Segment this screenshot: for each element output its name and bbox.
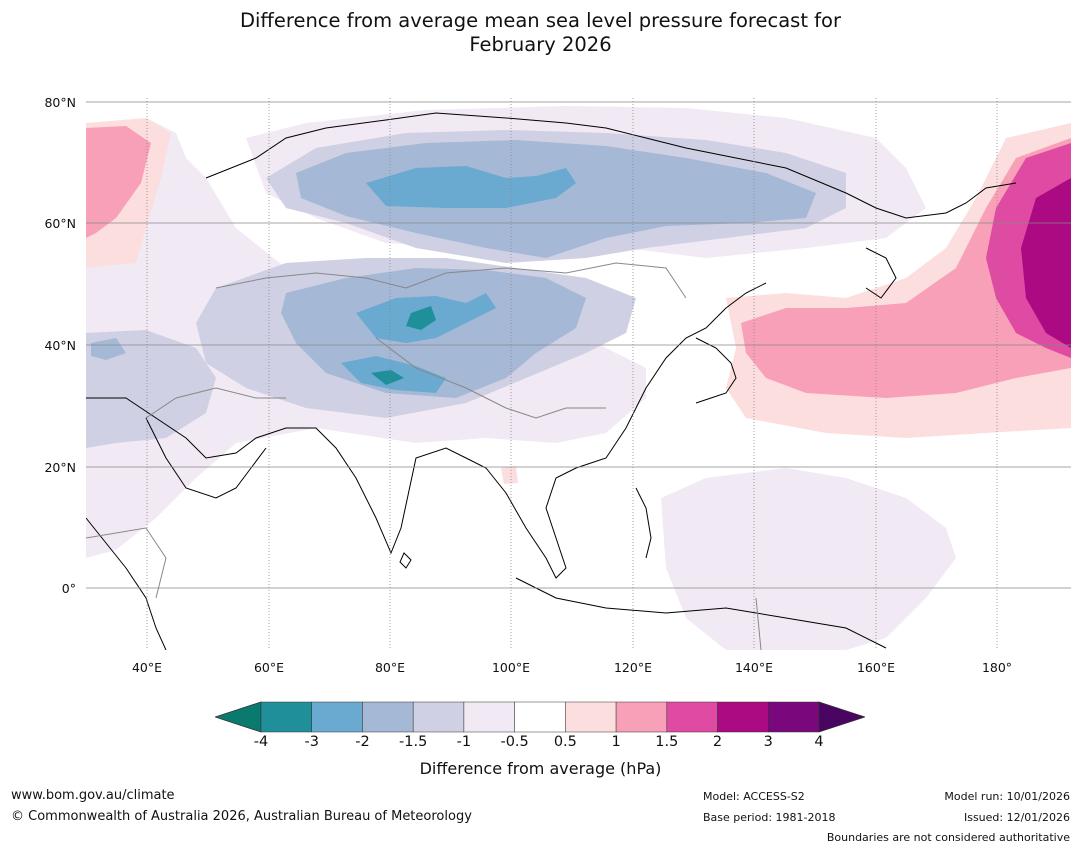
boundary-middle-east bbox=[145, 387, 286, 419]
graticule bbox=[86, 98, 1071, 650]
coastline-indonesia bbox=[515, 577, 887, 649]
colorbar-tick-label: 3 bbox=[763, 734, 773, 750]
colorbar-tick-label: -2 bbox=[355, 734, 370, 750]
lon-label-60e: 60°E bbox=[253, 660, 285, 675]
anomaly-region-minus-1-west bbox=[86, 330, 216, 448]
anomaly-region-plus-2-pacific bbox=[1021, 178, 1071, 348]
colorbar-tick-label: 0.5 bbox=[553, 734, 577, 750]
colorbar-segment bbox=[666, 701, 718, 733]
colorbar-segment bbox=[717, 701, 769, 733]
lat-label-40n: 40°N bbox=[44, 338, 76, 353]
colorbar-segment bbox=[362, 701, 414, 733]
colorbar-segment bbox=[260, 701, 312, 733]
lon-label-160e: 160°E bbox=[856, 660, 895, 675]
lon-label-40e: 40°E bbox=[131, 660, 163, 675]
colorbar-extend-high bbox=[818, 701, 865, 733]
anomaly-region-minus-2 bbox=[366, 166, 576, 208]
footer-copyright: © Commonwealth of Australia 2026, Austra… bbox=[11, 809, 472, 824]
lon-label-80e: 80°E bbox=[374, 660, 406, 675]
title-line-2: February 2026 bbox=[469, 33, 612, 56]
anomaly-region-plus-1-pacific bbox=[741, 138, 1071, 398]
lat-label-60n: 60°N bbox=[44, 216, 76, 231]
boundary-papua bbox=[755, 597, 762, 650]
lon-label-180: 180° bbox=[981, 660, 1013, 675]
lat-label-20n: 20°N bbox=[44, 460, 76, 475]
anomaly-region-plus-0.5-indochina bbox=[501, 466, 518, 484]
coastline-arctic bbox=[205, 112, 1017, 219]
colorbar-tick-label: -3 bbox=[304, 734, 319, 750]
lon-label-140e: 140°E bbox=[734, 660, 773, 675]
colorbar bbox=[215, 701, 865, 733]
colorbar-segment bbox=[412, 701, 465, 733]
colorbar-tick-label: 1 bbox=[611, 734, 621, 750]
colorbar-segment bbox=[514, 701, 566, 733]
colorbar-segment bbox=[768, 701, 820, 733]
colorbar-tick-label: -0.5 bbox=[500, 734, 529, 750]
colorbar-tick-label: -1 bbox=[456, 734, 472, 750]
footer-issued: Issued: 12/01/2026 bbox=[963, 811, 1070, 824]
colorbar-tick-label: 4 bbox=[814, 734, 824, 750]
coastline-japan bbox=[695, 337, 737, 404]
anomaly-region-minus-3-b bbox=[371, 370, 404, 385]
footer-base-period: Base period: 1981-2018 bbox=[703, 811, 836, 824]
colorbar-segment bbox=[615, 701, 668, 733]
boundary-africa bbox=[86, 527, 167, 599]
lat-label-0: 0° bbox=[61, 581, 76, 596]
colorbar-label: Difference from average (hPa) bbox=[419, 759, 662, 778]
coastline-philippines bbox=[635, 487, 652, 559]
lon-label-100e: 100°E bbox=[491, 660, 530, 675]
colorbar-tick-label: -1.5 bbox=[399, 734, 428, 750]
colorbar-tick-label: 1.5 bbox=[655, 734, 679, 750]
boundary-china-south bbox=[375, 337, 606, 419]
anomaly-region-light-negative-pacific bbox=[661, 468, 956, 650]
coastline-kamchatka bbox=[865, 247, 897, 299]
lon-label-120e: 120°E bbox=[613, 660, 652, 675]
anomaly-region-minus-1.5-west bbox=[91, 338, 126, 360]
coastline-sri-lanka bbox=[399, 552, 412, 569]
title-line-1: Difference from average mean sea level p… bbox=[240, 9, 841, 32]
footer-model-run: Model run: 10/01/2026 bbox=[944, 790, 1070, 803]
chart-title: Difference from average mean sea level p… bbox=[0, 9, 1081, 57]
coastline-arabia bbox=[145, 417, 267, 499]
boundary-kazakhstan bbox=[215, 272, 407, 289]
colorbar-segment bbox=[565, 701, 617, 733]
country-boundaries bbox=[86, 262, 762, 650]
colorbar-tick-label: -4 bbox=[253, 734, 269, 750]
coastlines bbox=[86, 112, 1017, 650]
coastline-eurasia-south bbox=[86, 282, 767, 579]
footer-model: Model: ACCESS-S2 bbox=[703, 790, 805, 803]
colorbar-segment bbox=[311, 701, 363, 733]
footer-url: www.bom.gov.au/climate bbox=[11, 788, 175, 803]
colorbar-tick-label: 2 bbox=[712, 734, 723, 750]
coastline-africa bbox=[86, 517, 167, 650]
meridians bbox=[146, 98, 998, 650]
boundary-china-north bbox=[405, 262, 687, 299]
anomaly-region-plus-1-nw bbox=[86, 126, 151, 238]
anomaly-region-minus-3 bbox=[406, 306, 436, 330]
colorbar-extend-low bbox=[215, 701, 262, 733]
footer-boundaries: Boundaries are not considered authoritat… bbox=[826, 831, 1070, 844]
colorbar-segment bbox=[463, 701, 515, 733]
lat-label-80n: 80°N bbox=[44, 95, 76, 110]
pressure-anomaly-map bbox=[86, 98, 1071, 650]
